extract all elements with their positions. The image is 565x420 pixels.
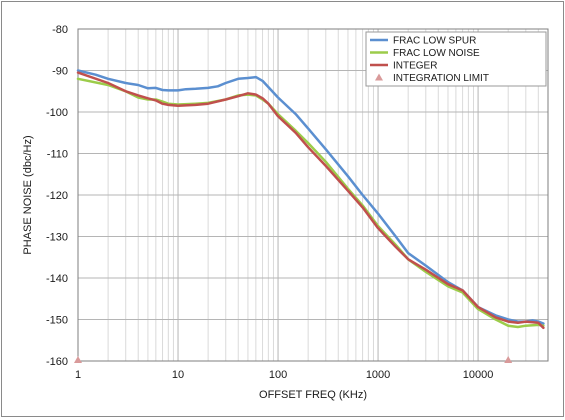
y-tick-label: -150 (46, 315, 68, 327)
x-tick-label: 10000 (463, 369, 494, 381)
integration-limit-marker (504, 356, 513, 363)
y-axis-label: PHASE NOISE (dbc/Hz) (22, 135, 34, 254)
integration-limit-marker (74, 356, 82, 363)
legend-entry-label: INTEGER (393, 61, 437, 72)
legend-entry-label: FRAC LOW NOISE (393, 48, 480, 59)
series (76, 69, 545, 330)
legend-entry-label: FRAC LOW SPUR (393, 36, 476, 47)
y-tick-label: -130 (46, 232, 68, 244)
y-tick-label: -160 (46, 356, 68, 368)
y-tick-label: -140 (46, 273, 68, 285)
x-tick-label: 1 (75, 369, 81, 381)
y-tick-label: -110 (47, 149, 68, 161)
y-tick-label: -100 (46, 107, 68, 119)
legend-box (365, 31, 547, 87)
y-tick-label: -120 (46, 190, 68, 202)
y-tick-label: -80 (52, 24, 68, 36)
x-tick-label: 100 (269, 369, 287, 381)
legend-entry-label: INTEGRATION LIMIT (393, 73, 489, 84)
x-tick-label: 1000 (366, 369, 390, 381)
tick-labels: 1 10 100 1000 10000 -160 -150 -140 -130 -120 -110 -… (46, 24, 493, 381)
y-tick-label: -90 (52, 66, 68, 78)
integration-limit-markers (74, 356, 513, 363)
x-axis-label: OFFSET FREQ (KHz) (259, 389, 367, 401)
legend-swatch (375, 73, 383, 81)
x-tick-label: 10 (172, 369, 184, 381)
series-line-2 (76, 71, 545, 330)
series-line-1 (76, 77, 545, 329)
plot-area-border (77, 28, 549, 362)
